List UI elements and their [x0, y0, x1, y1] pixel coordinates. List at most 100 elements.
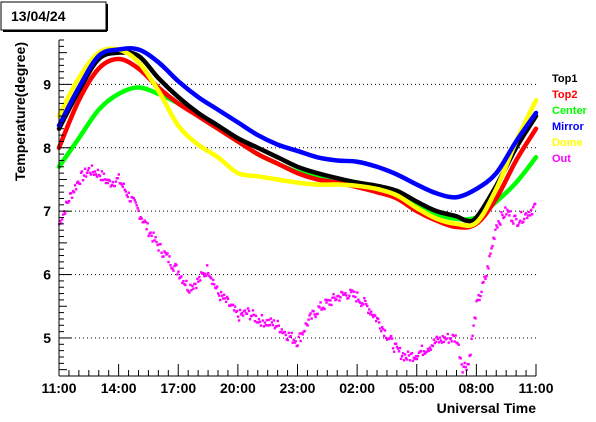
series-out-point — [225, 295, 229, 299]
series-out-point — [404, 356, 408, 360]
series-out-point — [343, 293, 346, 296]
series-out-point — [437, 341, 441, 344]
series-out-point — [319, 301, 322, 304]
series-out-point — [157, 249, 160, 252]
series-out-point — [184, 283, 187, 287]
series-out-point — [478, 298, 481, 302]
series-out-point — [290, 331, 293, 335]
series-out-point — [231, 303, 235, 307]
series-out-point — [90, 164, 94, 167]
series-out-point — [180, 275, 183, 278]
series-out-point — [402, 359, 406, 362]
series-out-point — [482, 280, 485, 284]
series-out-point — [452, 334, 455, 338]
series-out-point — [414, 355, 418, 358]
series-out-point — [449, 337, 452, 341]
series-out-point — [329, 299, 332, 302]
series-out-point — [257, 317, 261, 321]
series-out-point — [238, 308, 242, 312]
series-out-point — [226, 297, 230, 301]
series-out-point — [316, 312, 319, 316]
series-out-point — [383, 329, 387, 332]
series-out-point — [187, 290, 190, 293]
series-out-point — [341, 291, 344, 294]
series-out-point — [265, 318, 269, 322]
series-out-point — [203, 274, 206, 278]
series-out-point — [509, 210, 512, 213]
series-out-point — [400, 354, 404, 358]
series-out-point — [485, 274, 488, 278]
series-mirror-line — [56, 46, 539, 200]
series-out-point — [464, 365, 467, 369]
series-out-point — [439, 339, 442, 342]
series-out-point — [256, 321, 260, 324]
series-out-point — [121, 185, 124, 188]
series-out-point — [94, 173, 98, 176]
series-out-point — [460, 363, 463, 366]
series-out-point — [527, 214, 530, 217]
series-out-point — [345, 294, 348, 297]
series-out-point — [459, 357, 462, 360]
x-tick-label: 08:00 — [458, 380, 494, 396]
series-out-point — [496, 226, 499, 229]
series-out-point — [434, 340, 438, 343]
series-out-point — [84, 175, 88, 178]
series-out-point — [352, 295, 355, 298]
series-out-point — [176, 273, 179, 276]
series-out-point — [181, 281, 184, 285]
series-out-point — [91, 170, 95, 174]
series-out-point — [95, 175, 99, 178]
y-tick-label: 6 — [43, 267, 51, 283]
series-out-point — [151, 240, 154, 243]
series-out-point — [220, 294, 224, 297]
x-tick-label: 14:00 — [101, 380, 137, 396]
series-out-point — [236, 315, 240, 318]
series-out-point — [314, 315, 317, 319]
series-out-point — [382, 334, 386, 338]
series-out-point — [217, 292, 220, 295]
series-out-point — [197, 280, 200, 283]
series-out-point — [374, 314, 377, 318]
series-out-point — [106, 181, 110, 185]
series-out-point — [335, 298, 338, 301]
x-tick-label: 11:00 — [41, 380, 76, 396]
series-out-point — [162, 255, 165, 258]
series-out-point — [166, 252, 169, 255]
series-out-point — [467, 362, 470, 366]
series-out-point — [243, 309, 247, 312]
series-out-point — [377, 321, 381, 324]
series-out-point — [273, 327, 277, 330]
series-out-point — [192, 287, 195, 290]
series-out-point — [85, 171, 89, 175]
series-out-point — [254, 314, 258, 318]
series-out-point — [223, 297, 227, 300]
series-out-point — [500, 211, 503, 214]
series-out-point — [104, 181, 108, 185]
series-out-point — [323, 307, 326, 311]
series-out-point — [454, 334, 457, 337]
series-out-point — [155, 240, 158, 244]
legend-entry-out: Out — [552, 153, 571, 165]
series-out-point — [445, 337, 448, 340]
series-out-point — [70, 196, 74, 200]
series-out-point — [362, 303, 365, 306]
series-out-point — [222, 293, 226, 297]
series-out-point — [125, 193, 128, 197]
series-out-point — [530, 208, 533, 212]
series-out-point — [88, 171, 92, 175]
series-out-point — [327, 299, 330, 302]
series-out-point — [406, 350, 410, 353]
series-out-point — [461, 371, 464, 374]
series-out-point — [99, 178, 103, 182]
series-out-point — [529, 214, 532, 217]
series-out-point — [171, 267, 174, 270]
series-out-point — [364, 299, 367, 303]
series-out-point — [443, 336, 446, 339]
series-out-point — [122, 182, 125, 185]
series-out-point — [83, 167, 87, 170]
series-out-point — [224, 300, 228, 304]
series-out-point — [76, 180, 80, 183]
series-out-point — [108, 179, 112, 182]
series-out-point — [264, 324, 268, 327]
series-out-point — [396, 347, 400, 350]
